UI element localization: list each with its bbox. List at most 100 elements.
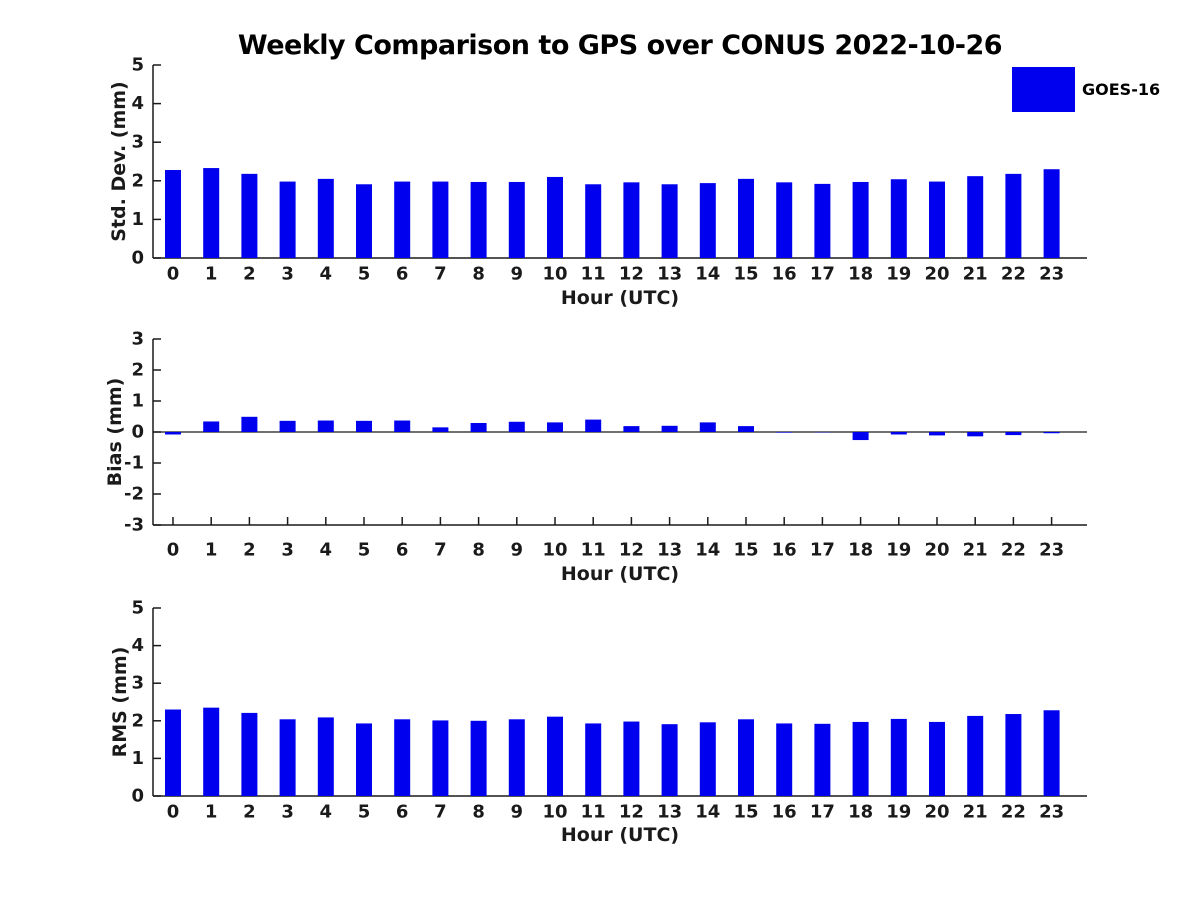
bar-hour-8 (470, 181, 487, 258)
x-tick-label: 4 (320, 802, 333, 823)
x-tick-label: 21 (963, 802, 988, 823)
bar-hour-2 (241, 416, 258, 432)
x-tick-label: 18 (848, 802, 873, 823)
x-tick-label: 5 (358, 540, 371, 561)
x-tick-label: 20 (924, 264, 949, 285)
bar-hour-7 (432, 181, 449, 258)
bar-hour-3 (279, 420, 296, 432)
bar-hour-16 (776, 182, 793, 258)
bar-hour-0 (165, 432, 181, 435)
x-tick-label: 2 (243, 540, 256, 561)
x-tick-label: 3 (281, 802, 294, 823)
x-tick-label: 22 (1001, 540, 1026, 561)
bar-hour-15 (738, 178, 754, 258)
bar-hour-12 (623, 721, 640, 796)
bar-hour-7 (432, 720, 449, 796)
y-tick-label: 2 (131, 710, 144, 731)
y-tick-label: 5 (131, 55, 144, 76)
bar-hour-18 (852, 721, 869, 796)
x-tick-label: 14 (695, 264, 720, 285)
bar-hour-4 (317, 717, 334, 796)
y-tick-label: 1 (131, 748, 144, 769)
bar-hour-9 (508, 719, 525, 796)
bar-hour-9 (508, 421, 525, 432)
bar-hour-21 (967, 176, 984, 258)
bar-hour-21 (967, 715, 984, 796)
bar-hour-16 (776, 723, 793, 796)
x-tick-label: 22 (1001, 802, 1026, 823)
bar-hour-6 (394, 719, 411, 796)
x-tick-label: 17 (810, 540, 835, 561)
x-tick-label: 2 (243, 802, 256, 823)
bar-hour-2 (241, 712, 258, 796)
bar-hour-4 (317, 178, 334, 258)
x-tick-label: 14 (695, 802, 720, 823)
bar-hour-10 (547, 176, 563, 258)
y-tick-label: 2 (131, 170, 144, 191)
y-axis-label: Std. Dev. (mm) (108, 81, 130, 242)
x-tick-label: 0 (167, 264, 180, 285)
x-tick-label: 4 (320, 264, 333, 285)
bar-hour-23 (1043, 169, 1060, 258)
bar-hour-14 (699, 183, 716, 258)
legend-swatch (1012, 67, 1075, 112)
bar-hour-1 (203, 707, 220, 796)
y-tick-label: 1 (131, 209, 144, 230)
x-tick-label: 8 (472, 264, 485, 285)
x-tick-label: 5 (358, 802, 371, 823)
bar-hour-13 (661, 425, 678, 432)
y-tick-label: 5 (131, 598, 144, 619)
y-tick-label: -3 (124, 515, 144, 536)
bar-hour-18 (852, 181, 869, 258)
bar-hour-22 (1005, 432, 1022, 436)
x-tick-label: 8 (472, 540, 485, 561)
legend-label: GOES-16 (1082, 80, 1161, 99)
x-tick-label: 16 (772, 540, 797, 561)
bar-hour-14 (699, 422, 716, 432)
x-tick-label: 3 (281, 264, 294, 285)
x-tick-label: 10 (542, 264, 567, 285)
x-tick-label: 17 (810, 264, 835, 285)
x-tick-label: 20 (924, 540, 949, 561)
x-tick-label: 7 (434, 540, 447, 561)
bar-hour-16 (776, 432, 793, 433)
bar-hour-1 (203, 168, 220, 258)
x-tick-label: 16 (772, 802, 797, 823)
bar-hour-22 (1005, 714, 1022, 796)
x-tick-label: 21 (963, 264, 988, 285)
y-tick-label: 4 (131, 635, 144, 656)
x-tick-label: 9 (511, 802, 524, 823)
x-tick-label: 23 (1039, 802, 1064, 823)
bar-hour-5 (356, 723, 372, 796)
bar-hour-10 (547, 422, 563, 432)
y-tick-label: -1 (124, 453, 144, 474)
bar-hour-3 (279, 719, 296, 796)
bar-hour-13 (661, 184, 678, 258)
y-tick-label: 0 (131, 248, 144, 269)
bar-hour-2 (241, 173, 258, 258)
x-axis-label: Hour (UTC) (561, 563, 679, 585)
bar-hour-23 (1043, 432, 1060, 434)
x-tick-label: 16 (772, 264, 797, 285)
x-tick-label: 17 (810, 802, 835, 823)
x-tick-label: 12 (619, 264, 644, 285)
bar-hour-20 (929, 721, 945, 796)
bar-hour-14 (699, 722, 716, 796)
bar-hour-12 (623, 182, 640, 258)
bar-hour-10 (547, 716, 563, 796)
y-tick-label: 4 (131, 93, 144, 114)
y-tick-label: 0 (131, 786, 144, 807)
x-tick-label: 1 (205, 264, 218, 285)
bar-hour-21 (967, 432, 984, 437)
x-tick-label: 13 (657, 540, 682, 561)
x-axis-label: Hour (UTC) (561, 824, 679, 846)
bar-hour-19 (890, 432, 907, 435)
bar-hour-6 (394, 181, 411, 258)
bar-hour-15 (738, 719, 754, 796)
bar-hour-3 (279, 181, 296, 258)
x-tick-label: 7 (434, 264, 447, 285)
bar-hour-19 (890, 718, 907, 796)
x-tick-label: 11 (581, 802, 606, 823)
